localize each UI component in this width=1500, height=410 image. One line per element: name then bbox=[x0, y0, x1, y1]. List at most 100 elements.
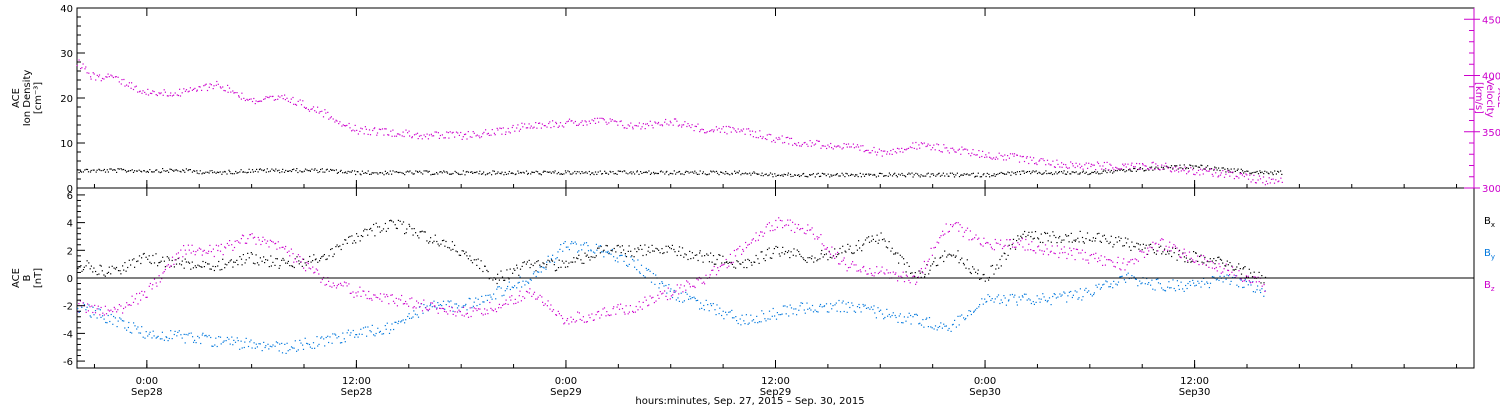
data-point bbox=[1204, 168, 1206, 170]
data-point bbox=[948, 253, 950, 255]
data-point bbox=[512, 124, 514, 127]
data-point bbox=[434, 131, 436, 133]
data-point bbox=[78, 303, 80, 305]
data-point bbox=[300, 342, 302, 344]
data-point bbox=[730, 131, 732, 133]
data-point bbox=[1119, 268, 1121, 270]
data-point bbox=[107, 73, 109, 75]
data-point bbox=[1164, 289, 1166, 292]
data-point bbox=[368, 298, 370, 300]
data-point bbox=[619, 120, 621, 123]
data-point bbox=[162, 94, 164, 96]
data-point bbox=[321, 336, 323, 338]
data-point bbox=[807, 308, 809, 310]
data-point bbox=[332, 169, 334, 171]
data-point bbox=[418, 135, 421, 137]
data-point bbox=[868, 174, 870, 176]
data-point bbox=[590, 250, 592, 252]
data-point bbox=[860, 176, 862, 178]
data-point bbox=[651, 124, 653, 126]
data-point bbox=[751, 320, 753, 322]
data-point bbox=[878, 271, 881, 273]
data-point bbox=[1147, 247, 1149, 249]
data-point bbox=[889, 153, 891, 155]
data-point bbox=[1106, 240, 1108, 242]
data-point bbox=[805, 233, 807, 235]
data-point bbox=[740, 174, 742, 176]
data-point bbox=[246, 98, 248, 100]
data-point bbox=[571, 321, 573, 323]
data-point bbox=[779, 219, 781, 221]
data-point bbox=[246, 242, 248, 244]
data-point bbox=[623, 249, 625, 251]
data-point bbox=[1098, 257, 1100, 259]
data-point bbox=[304, 168, 307, 170]
data-point bbox=[955, 151, 957, 153]
data-point bbox=[807, 176, 809, 178]
data-point bbox=[1066, 301, 1068, 303]
data-point bbox=[852, 174, 854, 176]
data-point bbox=[1055, 297, 1057, 299]
data-point bbox=[744, 133, 746, 135]
data-point bbox=[1170, 165, 1173, 167]
data-point bbox=[1216, 169, 1218, 171]
data-point bbox=[1164, 248, 1166, 250]
data-point bbox=[497, 129, 499, 131]
data-point bbox=[238, 95, 240, 97]
data-point bbox=[1096, 233, 1098, 235]
data-point bbox=[359, 130, 361, 132]
data-point bbox=[546, 126, 548, 128]
data-point bbox=[221, 173, 223, 175]
data-point bbox=[540, 127, 542, 129]
data-point bbox=[378, 226, 381, 228]
data-point bbox=[588, 256, 590, 258]
data-point bbox=[1075, 248, 1077, 250]
data-point bbox=[504, 279, 506, 281]
data-point bbox=[685, 254, 687, 256]
data-point bbox=[367, 133, 369, 135]
data-point bbox=[586, 254, 588, 256]
data-point bbox=[838, 263, 840, 265]
data-point bbox=[170, 168, 172, 171]
data-point bbox=[416, 300, 418, 302]
data-point bbox=[818, 175, 821, 178]
data-point bbox=[1045, 232, 1047, 235]
data-point bbox=[127, 266, 129, 269]
data-point bbox=[665, 245, 667, 247]
data-point bbox=[586, 321, 588, 323]
data-point bbox=[313, 254, 315, 256]
data-point bbox=[714, 171, 716, 173]
data-point bbox=[1000, 171, 1002, 174]
data-point bbox=[171, 338, 173, 340]
data-point bbox=[657, 123, 659, 125]
data-point bbox=[602, 118, 604, 120]
data-point bbox=[1261, 288, 1263, 290]
data-point bbox=[1275, 179, 1277, 181]
data-point bbox=[405, 171, 407, 173]
data-point bbox=[1268, 173, 1270, 175]
data-point bbox=[509, 288, 511, 291]
data-point bbox=[1190, 261, 1192, 263]
data-point bbox=[346, 332, 348, 334]
data-point bbox=[1016, 154, 1018, 156]
data-point bbox=[93, 73, 95, 75]
data-point bbox=[101, 270, 103, 272]
data-point bbox=[296, 256, 298, 258]
data-point bbox=[596, 117, 599, 119]
data-point bbox=[943, 144, 945, 146]
data-point bbox=[92, 169, 94, 171]
data-point bbox=[1225, 173, 1227, 175]
data-point bbox=[1033, 303, 1035, 305]
data-point bbox=[121, 79, 123, 81]
data-point bbox=[1171, 255, 1173, 258]
data-point bbox=[149, 92, 152, 94]
data-point bbox=[774, 173, 776, 175]
data-point bbox=[198, 173, 200, 175]
data-point bbox=[241, 347, 243, 349]
data-point bbox=[796, 227, 798, 229]
data-point bbox=[181, 92, 183, 94]
data-point bbox=[1046, 248, 1048, 250]
data-point bbox=[378, 128, 380, 130]
data-point bbox=[345, 239, 347, 241]
data-point bbox=[1222, 271, 1224, 273]
